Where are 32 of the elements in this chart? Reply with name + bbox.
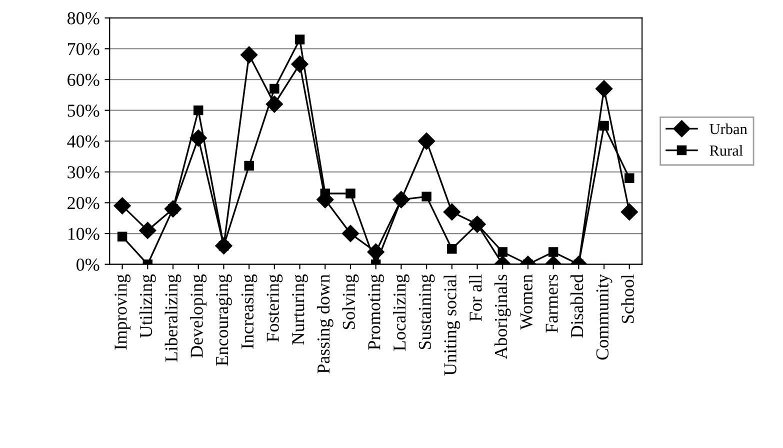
y-tick-label: 40% [67, 135, 100, 148]
x-tick-label: Liberalizing [164, 274, 182, 362]
x-tick-label: Fostering [266, 274, 283, 342]
x-tick-label: Uniting social [444, 274, 460, 376]
x-tick-label: Developing [190, 274, 207, 358]
x-tick-label: For all [469, 274, 482, 322]
x-tick-label: Aboriginals [494, 274, 511, 360]
x-tick-label: Localizing [392, 274, 410, 351]
x-tick-label: Solving [342, 274, 359, 330]
y-tick-label: 0% [76, 258, 100, 271]
y-tick-label: 50% [68, 104, 100, 117]
x-tick-label: Utilizing [139, 274, 156, 338]
x-tick-label: Farmers [546, 274, 558, 333]
x-tick-label: Increasing [241, 274, 258, 349]
x-tick-label: Improving [114, 274, 130, 350]
x-tick-label: Sustaining [418, 274, 435, 350]
x-tick-label: Women [520, 274, 533, 330]
x-tick-label: Disabled [570, 274, 584, 338]
y-tick-label: 80% [67, 12, 100, 24]
x-tick-label: School [621, 274, 634, 323]
x-tick-label: Passing down [316, 274, 334, 374]
x-tick-label: Promoting [368, 274, 384, 350]
x-tick-label: Encouraging [216, 274, 232, 366]
x-tick-label: Nurturing [292, 274, 308, 345]
legend-label: Urban [710, 123, 748, 134]
y-tick-label: 70% [68, 42, 100, 56]
y-tick-label: 10% [68, 228, 100, 240]
y-tick-label: 30% [68, 166, 100, 178]
legend-label: Rural [710, 145, 743, 156]
y-tick-label: 20% [68, 196, 100, 210]
x-tick-label: Community [596, 274, 612, 360]
y-tick-label: 60% [68, 74, 100, 86]
